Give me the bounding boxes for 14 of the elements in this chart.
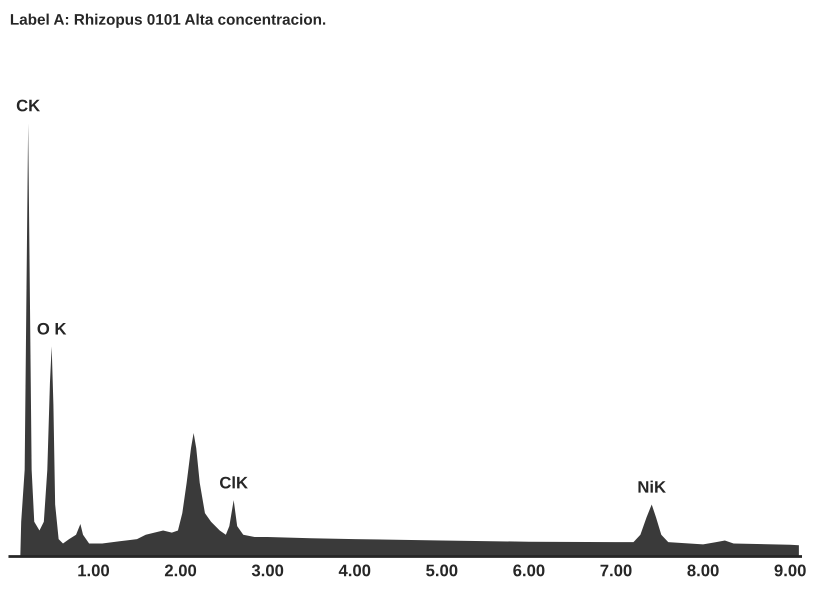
- x-tick-label: 9.00: [774, 564, 806, 576]
- annotation: O K: [38, 322, 66, 335]
- x-tick-label: 2.00: [164, 564, 196, 576]
- annotation: NiK: [638, 480, 666, 493]
- x-tick-label: 1.00: [78, 564, 110, 576]
- annotation: ClK: [220, 476, 248, 489]
- x-tick-label: 6.00: [513, 564, 544, 576]
- x-tick-label: 8.00: [687, 564, 719, 576]
- x-tick-label: 7.00: [600, 564, 632, 576]
- x-tick-label: 3.00: [252, 564, 284, 576]
- annotation: CK: [16, 100, 40, 112]
- chart-title: Label A: Rhizopus 0101 Alta concentracion.: [10, 14, 326, 28]
- x-tick-label: 4.00: [338, 564, 370, 576]
- x-tick-label: 5.00: [426, 564, 458, 576]
